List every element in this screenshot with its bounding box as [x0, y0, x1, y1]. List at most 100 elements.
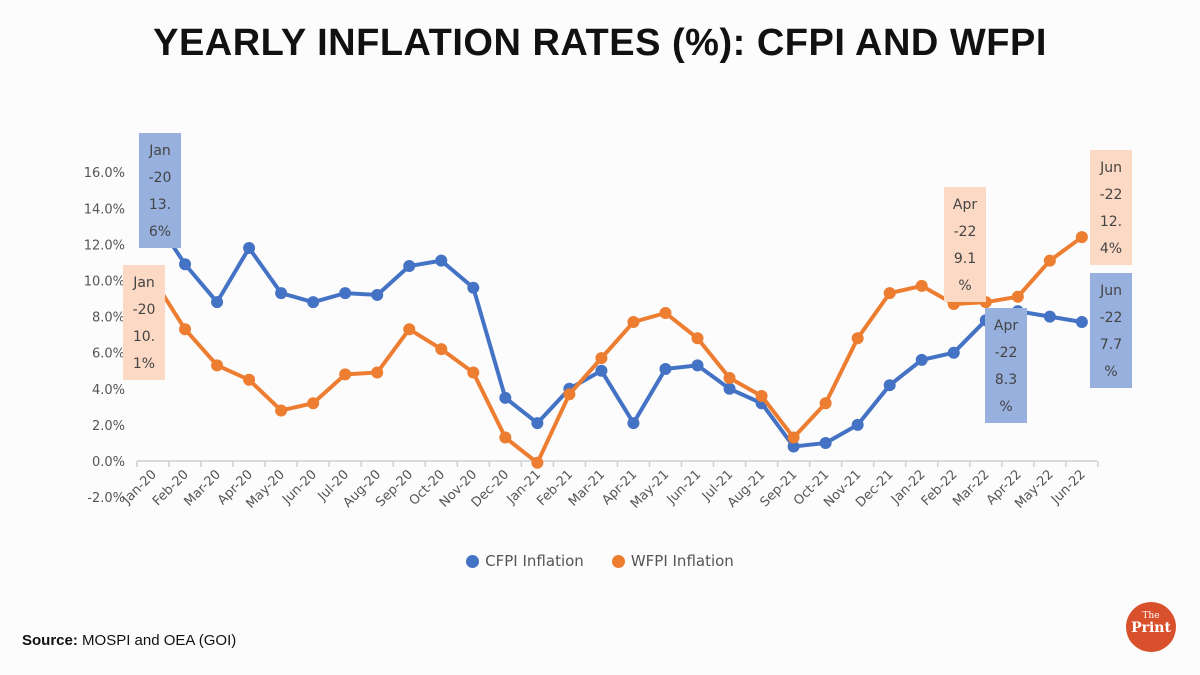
data-point [851, 332, 864, 345]
data-point [179, 323, 192, 336]
data-point [531, 417, 544, 430]
data-point [339, 368, 352, 381]
data-point [307, 296, 320, 309]
data-point [499, 391, 512, 404]
data-label-text: % [1104, 364, 1117, 380]
data-label-text: -20 [133, 302, 156, 318]
data-label-text: 10. [133, 329, 155, 345]
legend-item-cfpi: CFPI Inflation [466, 552, 584, 570]
data-label-text: % [999, 399, 1012, 415]
y-tick-label: 16.0% [84, 166, 125, 181]
data-label-text: -22 [995, 345, 1018, 361]
data-point [659, 306, 672, 319]
data-point [595, 352, 608, 365]
data-label-text: 9.1 [954, 251, 976, 267]
data-point [915, 353, 928, 366]
data-point [179, 258, 192, 271]
theprint-logo: The Print [1126, 602, 1176, 652]
data-label-text: -20 [149, 170, 172, 186]
data-point [659, 362, 672, 375]
data-point [275, 287, 288, 300]
y-tick-label: 14.0% [84, 202, 125, 217]
data-point [787, 431, 800, 444]
data-point [723, 371, 736, 384]
data-label-text: Jun [1099, 160, 1122, 176]
data-label-text: Jan [132, 275, 155, 291]
data-label-box [944, 187, 986, 302]
data-label-text: -22 [1100, 187, 1123, 203]
data-point [1011, 290, 1024, 303]
data-label-text: 13. [149, 197, 171, 213]
data-label-box [1090, 273, 1132, 388]
data-point [627, 316, 640, 329]
wfpi-marker-icon [611, 554, 625, 568]
data-label-text: 1% [133, 356, 155, 372]
data-label-text: Jun [1099, 283, 1122, 299]
data-label-text: Apr [953, 197, 977, 213]
legend-label: CFPI Inflation [485, 552, 584, 570]
source-label: Source: [22, 632, 78, 649]
source-text: MOSPI and OEA (GOI) [77, 632, 237, 649]
data-point [243, 242, 256, 255]
data-point [467, 281, 480, 294]
data-point [307, 397, 320, 410]
x-tick-label: Jun-20 [279, 467, 320, 508]
data-label-text: Jan [148, 143, 171, 159]
data-point [435, 254, 448, 267]
y-tick-label: 2.0% [92, 419, 125, 434]
data-point [1075, 231, 1088, 244]
data-point [755, 390, 768, 403]
y-tick-label: 6.0% [92, 347, 125, 362]
data-point [883, 379, 896, 392]
y-tick-label: 0.0% [92, 455, 125, 470]
data-label-text: % [958, 278, 971, 294]
data-label-box [123, 265, 165, 380]
data-label-text: Apr [994, 318, 1018, 334]
data-point [723, 382, 736, 395]
chart-title: YEARLY INFLATION RATES (%): CFPI AND WFP… [153, 22, 1047, 64]
legend-label: WFPI Inflation [630, 552, 734, 570]
y-tick-label: 12.0% [84, 238, 125, 253]
data-point [339, 287, 352, 300]
data-point [819, 436, 832, 449]
data-point [819, 397, 832, 410]
data-point [915, 279, 928, 292]
data-point [1043, 310, 1056, 323]
data-label-box [985, 308, 1027, 423]
data-point [947, 346, 960, 359]
data-point [787, 440, 800, 453]
data-point [531, 456, 544, 469]
data-point [403, 323, 416, 336]
data-label-box [139, 133, 181, 248]
legend: CFPI Inflation WFPI Inflation [0, 552, 1200, 570]
data-label-text: -22 [1100, 310, 1123, 326]
y-tick-label: 8.0% [92, 311, 125, 326]
data-point [371, 288, 384, 301]
data-label-text: 6% [149, 224, 171, 240]
y-tick-label: -2.0% [87, 491, 125, 506]
data-label-text: 8.3 [995, 372, 1017, 388]
data-point [403, 260, 416, 273]
data-point [1043, 254, 1056, 267]
x-tick-label: Mar-21 [566, 467, 608, 509]
data-label-text: 12. [1100, 214, 1122, 230]
data-point [851, 418, 864, 431]
data-label-text: 4% [1100, 241, 1122, 257]
data-point [595, 364, 608, 377]
x-tick-label: Mar-20 [182, 467, 224, 509]
data-point [499, 431, 512, 444]
y-tick-label: 10.0% [84, 275, 125, 290]
data-point [563, 388, 576, 401]
data-point [691, 332, 704, 345]
data-label-text: -22 [954, 224, 977, 240]
x-tick-label: Jun-22 [1048, 467, 1089, 508]
data-point [467, 366, 480, 379]
cfpi-marker-icon [466, 554, 480, 568]
data-point [211, 359, 224, 372]
data-point [275, 404, 288, 417]
source-note: Source: MOSPI and OEA (GOI) [22, 632, 236, 649]
data-label-text: 7.7 [1100, 337, 1122, 353]
data-label-box [1090, 150, 1132, 265]
data-point [243, 373, 256, 386]
